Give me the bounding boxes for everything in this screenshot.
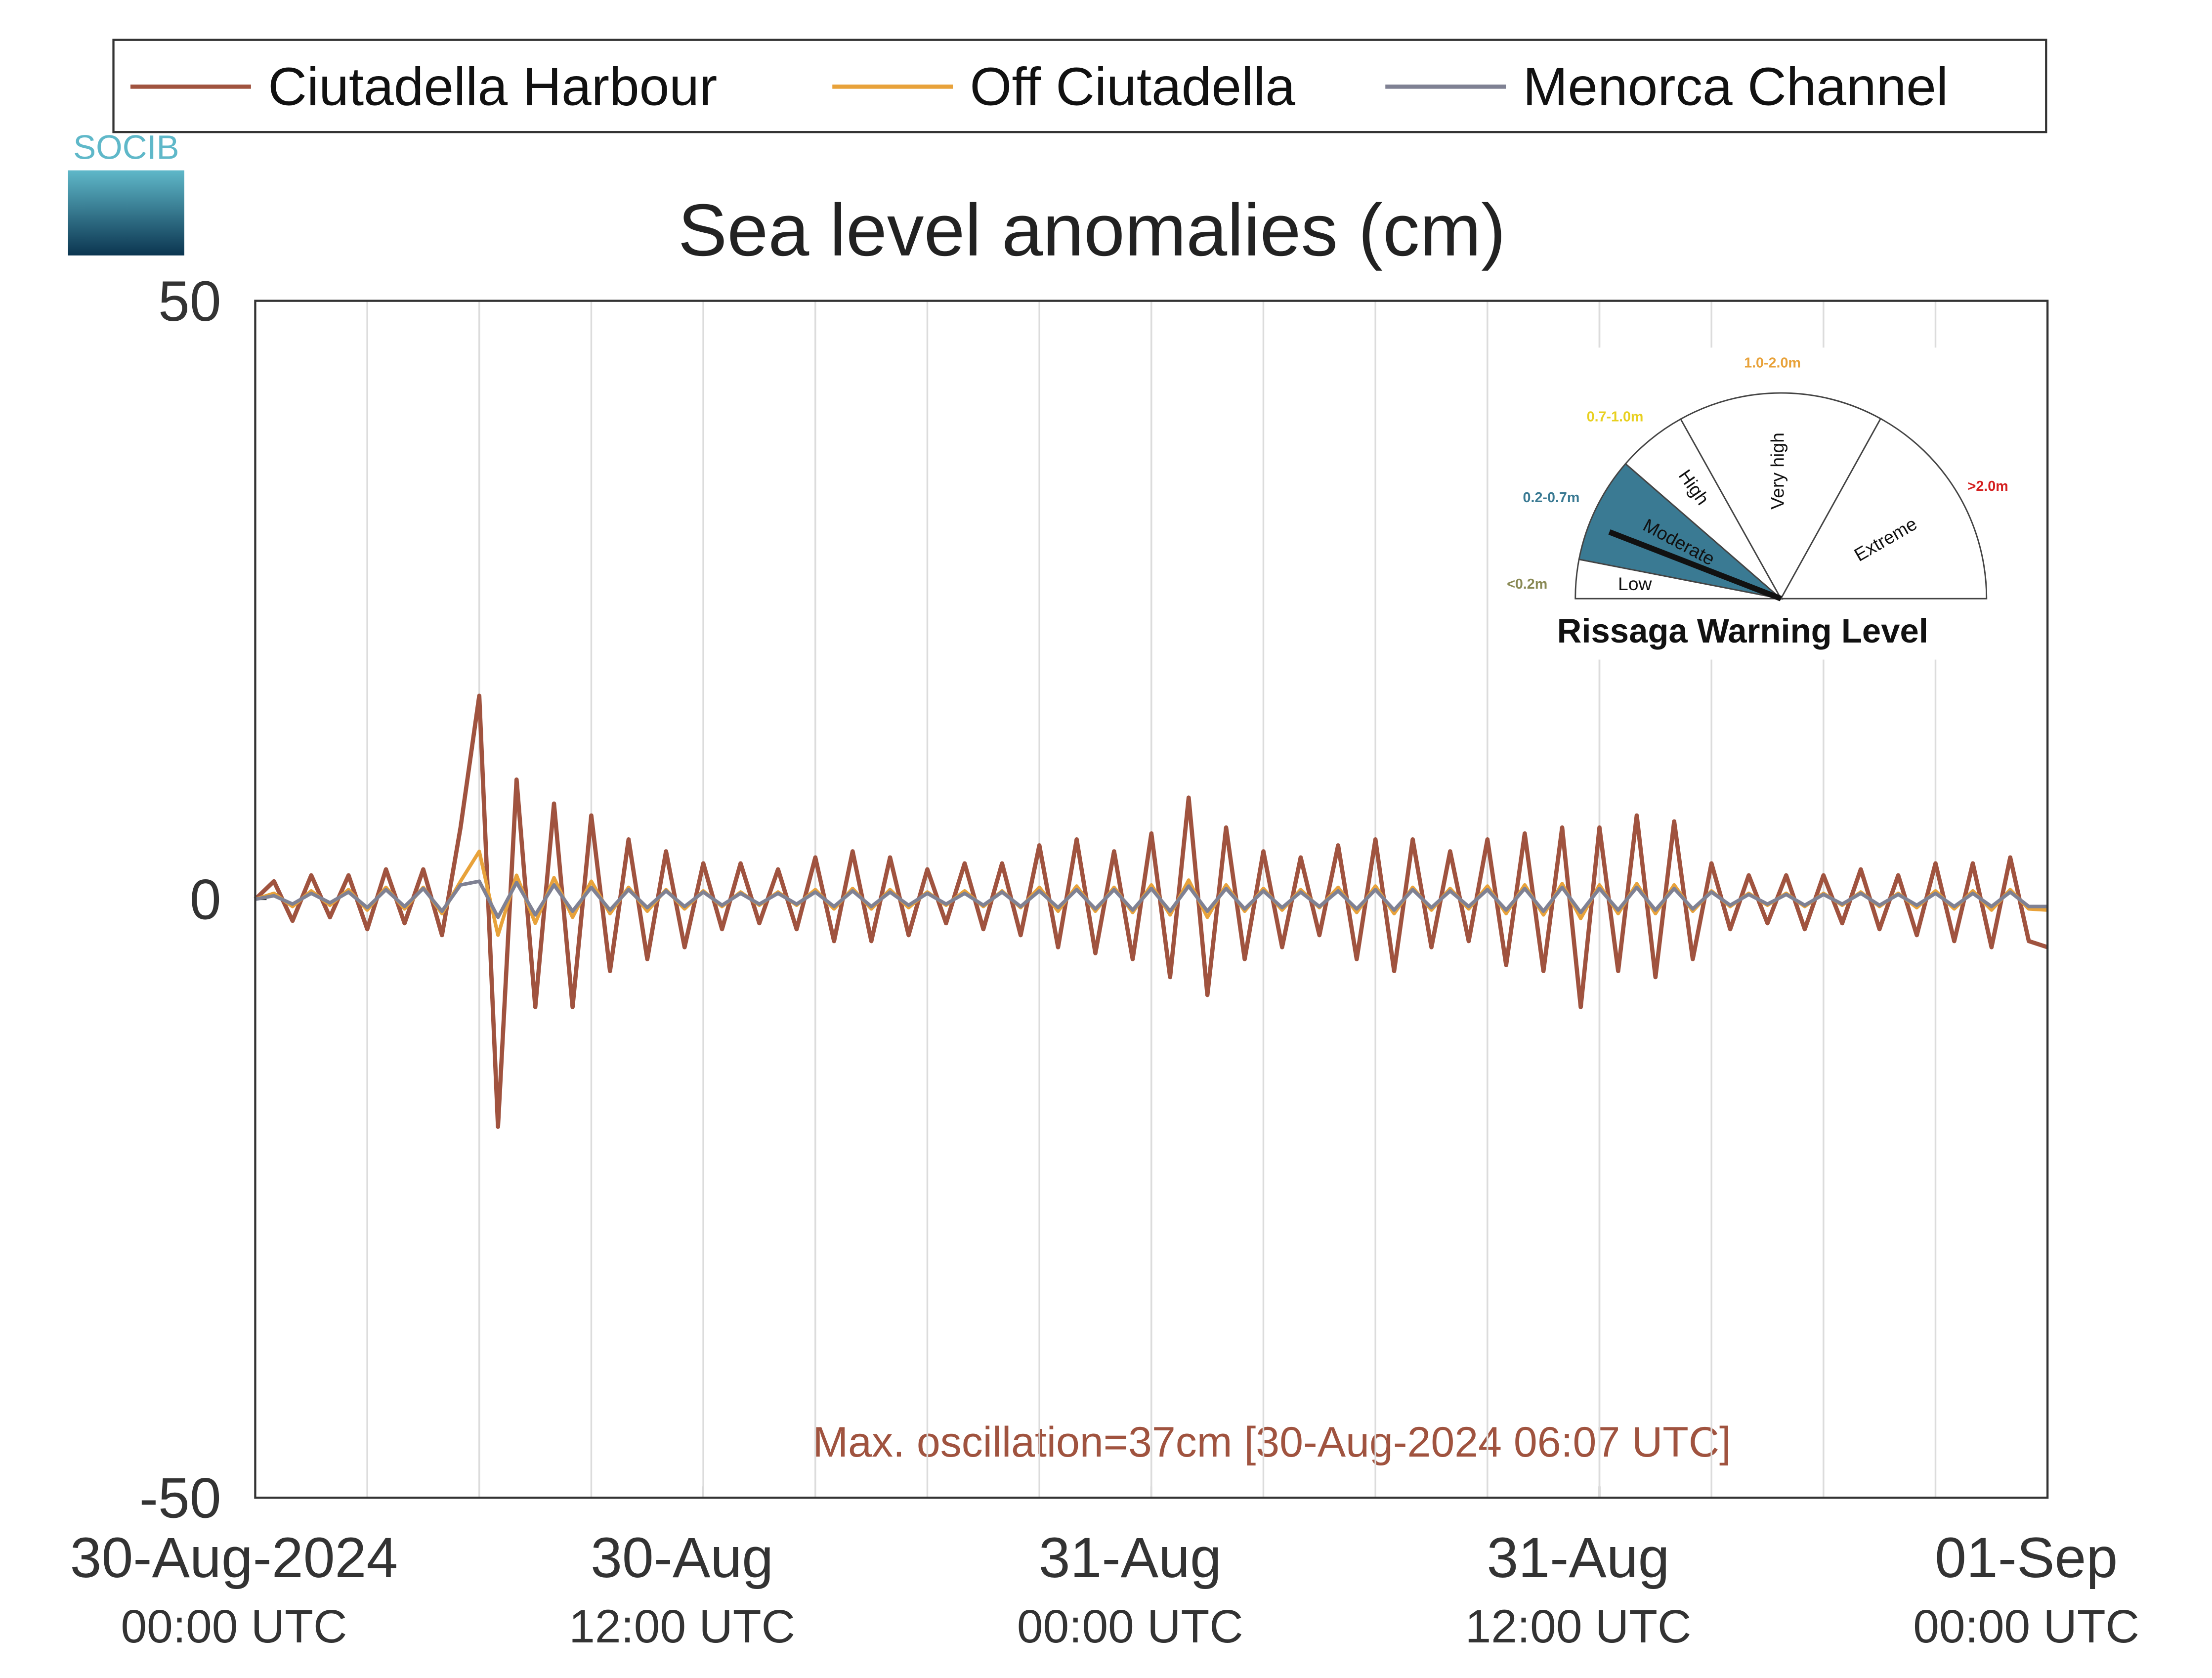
series-line	[254, 693, 2048, 1129]
plot-area: 30-Aug-2024 00:00 UTC 30-Aug 12:00 UTC 31-Au…	[70, 270, 2139, 1653]
x-tick-label: 00:00 UTC	[121, 1600, 347, 1653]
chart-title: Sea level anomalies (cm)	[678, 189, 1506, 271]
x-tick-label: 00:00 UTC	[1913, 1600, 2139, 1653]
x-tick-label: 12:00 UTC	[1465, 1600, 1692, 1653]
needle	[1608, 529, 1782, 602]
y-tick-label: -50	[139, 1466, 221, 1530]
legend-label: Ciutadella Harbour	[268, 57, 717, 117]
level-name: Low	[1618, 573, 1652, 594]
plot-frame	[254, 300, 2049, 1499]
y-tick-label: 50	[158, 270, 221, 333]
level-range: >2.0m	[1968, 478, 2008, 494]
level-range: 0.7-1.0m	[1587, 409, 1644, 425]
sector-extreme	[1780, 418, 1988, 600]
legend-label: Off Ciutadella	[970, 57, 1296, 117]
y-tick-label: 0	[190, 868, 221, 932]
x-tick-label: 00:00 UTC	[1017, 1600, 1243, 1653]
level-range: 1.0-2.0m	[1744, 355, 1801, 371]
x-tick-label: 31-Aug	[1039, 1526, 1222, 1590]
level-range: 0.2-0.7m	[1523, 490, 1580, 506]
annotation: Max. oscillation=37cm [30-Aug-2024 06:07…	[812, 1419, 1731, 1466]
legend-box	[112, 39, 2047, 133]
level-range: <0.2m	[1507, 576, 1547, 592]
x-tick-label: 12:00 UTC	[569, 1600, 795, 1653]
series-line	[255, 879, 2048, 919]
warning-gauge: Low Moderate High Very high Extreme <0.2…	[1496, 347, 2021, 660]
gauge-title: Rissaga Warning Level	[1557, 612, 1928, 650]
logo: SOCIB	[68, 129, 184, 256]
level-name: Very high	[1767, 432, 1787, 510]
sector-very-high	[1679, 392, 1882, 601]
logo-text: SOCIB	[73, 129, 179, 167]
logo-block	[68, 170, 184, 256]
sector-high	[1624, 418, 1782, 600]
x-tick-label: 30-Aug	[591, 1526, 773, 1590]
x-tick-label: 01-Sep	[1935, 1526, 2118, 1590]
legend-label: Menorca Channel	[1523, 57, 1949, 117]
sector-moderate	[1578, 463, 1784, 600]
x-tick-label: 31-Aug	[1487, 1526, 1669, 1590]
x-tick-label: 30-Aug-2024	[70, 1526, 398, 1590]
